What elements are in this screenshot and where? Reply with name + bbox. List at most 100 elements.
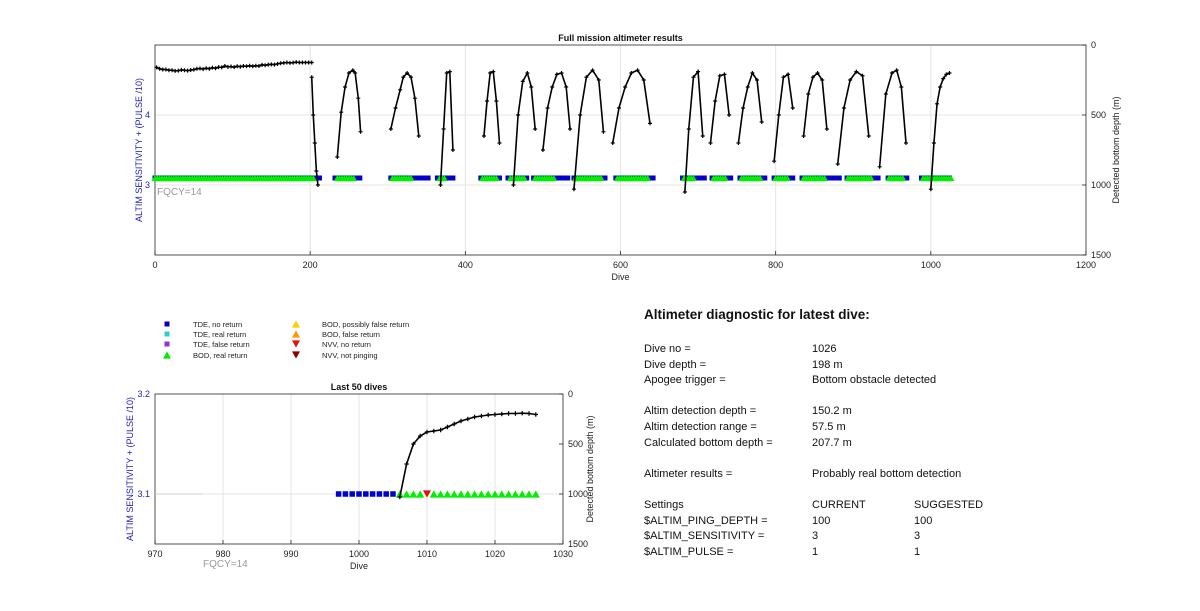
bottom-fqcy-annotation: FQCY=14	[203, 559, 248, 570]
bottom-tde-no-return-1002	[369, 491, 376, 497]
pulse-suggested: 1	[914, 545, 921, 558]
top-bottom-depth-point-7-5	[564, 85, 569, 89]
top-xtick-label-1000: 1000	[921, 260, 941, 270]
top-bod-real-10-735	[721, 174, 729, 182]
sensitivity-suggested: 3	[914, 530, 921, 543]
top-bottom-depth-point-7-3	[554, 72, 559, 77]
top-bottom-depth-point-7-4	[559, 71, 564, 75]
top-ytick-right-label-0: 0	[1091, 40, 1096, 50]
dive-depth-value: 198 m	[812, 358, 843, 371]
legend-marker-5	[292, 330, 300, 338]
bottom-bottom-depth-point-1016	[465, 416, 470, 422]
top-bottom-depth-point-10-1	[686, 127, 691, 131]
bottom-bod-real-1011	[429, 490, 438, 498]
diag-row-altim-detection-range: Altim detection range = 57.5 m	[644, 420, 1164, 436]
top-bottom-depth-point-14-2	[810, 75, 815, 80]
top-bottom-depth-line-2	[336, 69, 362, 158]
bottom-tde-no-return-998	[342, 491, 349, 497]
bottom-tde-no-return-1003	[376, 491, 383, 497]
top-bottom-depth-point-7-6	[568, 127, 573, 131]
bottom-bod-real-1012	[436, 490, 445, 498]
top-bottom-depth-point-4-3	[447, 69, 452, 74]
top-bottom-depth-point-2-1	[339, 110, 344, 115]
top-bottom-depth-point-9-1	[616, 106, 621, 110]
top-bottom-depth-point-13-4	[790, 106, 795, 110]
top-tde-no-return-12-822	[790, 175, 796, 181]
bottom-bod-real-1023	[511, 490, 520, 498]
bottom-ylabel-left: ALTIM SENSITIVITY + (PULSE /10)	[125, 397, 135, 541]
top-bottom-depth-point-0-50	[309, 60, 314, 65]
top-bottom-depth-point-12-2	[745, 85, 750, 89]
ping-depth-label: $ALTIM_PING_DEPTH =	[644, 514, 768, 527]
bottom-bottom-depth-point-1026	[533, 412, 538, 417]
top-tde-no-return-0-212	[316, 175, 322, 181]
top-bottom-depth-point-2-3	[346, 71, 351, 75]
legend-label-7: NVV, not pinging	[322, 351, 378, 360]
bottom-bottom-depth-point-1014	[452, 421, 457, 427]
top-bottom-depth-point-9-4	[635, 68, 640, 73]
top-tde-no-return-2-352	[425, 175, 431, 181]
bottom-nvv-no-return-1010	[423, 490, 431, 498]
top-bottom-depth-point-0-22	[222, 64, 227, 68]
top-tde-no-return-9-708	[701, 175, 707, 181]
top-bottom-depth-point-3-2	[398, 87, 403, 92]
diag-row-dive-no: Dive no = 1026	[644, 342, 1164, 358]
top-xtick-label-1200: 1200	[1076, 260, 1096, 270]
apogee-value: Bottom obstacle detected	[812, 374, 937, 387]
apogee-label: Apogee trigger =	[644, 374, 726, 387]
bottom-bottom-depth-point-1017	[472, 414, 477, 420]
top-bottom-depth-point-5-1	[485, 99, 490, 103]
bottom-bottom-depth-point-1018	[479, 413, 484, 419]
top-bottom-depth-point-8-3	[590, 68, 595, 73]
top-bottom-depth-point-4-2	[444, 71, 449, 75]
top-bod-real-11-780	[756, 174, 764, 182]
top-bottom-depth-point-9-3	[629, 71, 634, 75]
top-tde-no-return-8-638	[647, 175, 653, 181]
top-bottom-depth-point-0-1	[157, 66, 162, 71]
ping-depth-current: 100	[812, 514, 831, 527]
top-bottom-depth-point-16-5	[904, 141, 909, 145]
bottom-bottom-depth-point-1022	[506, 411, 511, 416]
bottom-ytick-left-label-3.2: 3.2	[137, 389, 150, 399]
top-bottom-depth-point-0-33	[256, 64, 261, 68]
bottom-xtick-label-1030: 1030	[553, 549, 573, 559]
top-bottom-depth-point-16-0	[877, 164, 882, 169]
top-xlabel: Dive	[611, 272, 629, 282]
bottom-tde-no-return-1001	[363, 491, 369, 497]
top-title: Full mission altimeter results	[558, 33, 683, 43]
top-bod-real-5-476	[520, 174, 528, 182]
top-bottom-depth-point-0-38	[272, 62, 277, 67]
top-bottom-depth-point-3-1	[393, 106, 398, 110]
bottom-bottom-depth-point-1009	[418, 433, 423, 439]
bottom-ytick-right-label-1000: 1000	[568, 489, 588, 499]
top-tde-no-return-6-528	[562, 175, 568, 181]
top-tde-no-return-3-384	[450, 175, 456, 181]
top-bottom-depth-point-13-0	[772, 159, 777, 164]
top-bottom-depth-line-6	[512, 70, 536, 186]
top-bottom-depth-point-0-39	[275, 61, 280, 66]
top-tde-no-return-4-444	[496, 175, 502, 181]
calculated-bottom-label: Calculated bottom depth =	[644, 436, 773, 449]
top-bottom-depth-point-12-5	[759, 120, 764, 124]
top-bottom-depth-point-2-5	[353, 71, 358, 75]
top-bottom-depth-point-7-2	[550, 85, 555, 89]
top-bod-real-2-330	[407, 174, 415, 182]
legend-marker-1	[164, 331, 170, 337]
top-bottom-depth-point-2-6	[356, 96, 361, 101]
dive-no-label: Dive no =	[644, 343, 691, 355]
top-bottom-depth-point-12-1	[741, 106, 746, 110]
diag-row-dive-depth: Dive depth = 198 m	[644, 358, 1164, 374]
top-bod-real-12-815	[783, 174, 791, 182]
bottom-xtick-label-970: 970	[147, 549, 162, 559]
bottom-tde-no-return-999	[349, 491, 355, 497]
bottom-bottom-depth-point-1007	[404, 461, 409, 467]
top-bod-real-7-575	[597, 174, 605, 182]
bottom-bod-real-1016	[463, 490, 472, 498]
top-bottom-depth-line-5	[483, 70, 501, 144]
suggested-label: SUGGESTED	[914, 498, 984, 511]
ping-depth-suggested: 100	[914, 514, 933, 527]
diag-row-results: Altimeter results = Probably real bottom …	[644, 467, 1164, 483]
bottom-ytick-left-label-3.1: 3.1	[137, 489, 150, 499]
top-bottom-depth-point-17-6	[947, 71, 952, 75]
top-bottom-depth-line-8	[573, 68, 605, 190]
